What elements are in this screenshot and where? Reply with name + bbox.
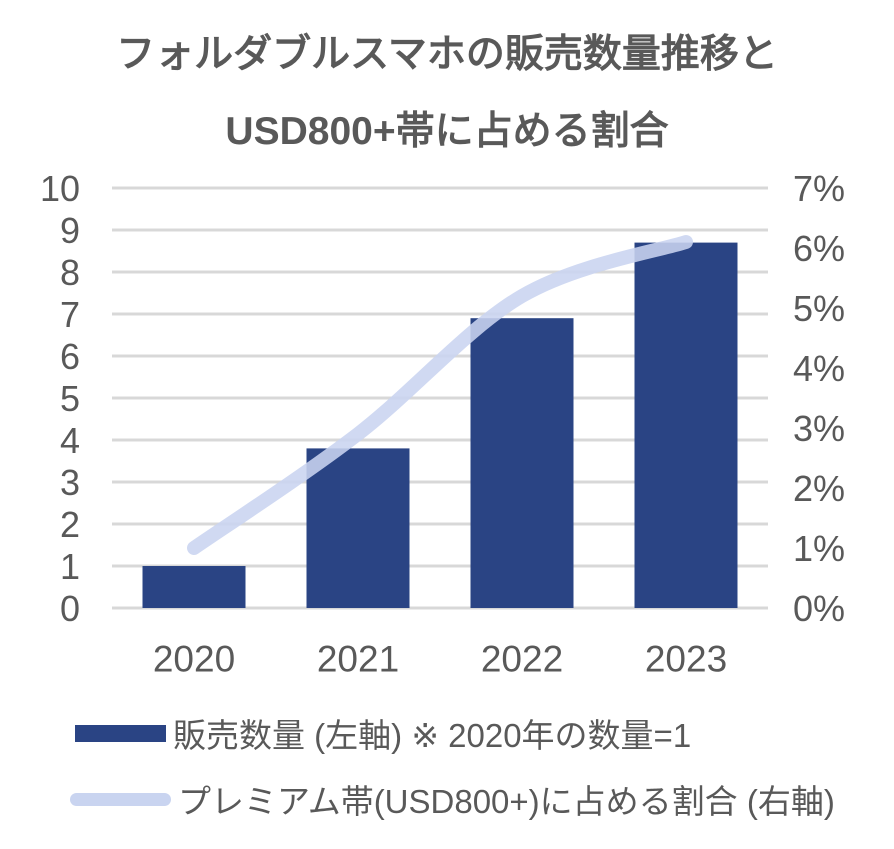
left-axis-tick-label: 9 — [60, 210, 80, 251]
right-axis-tick-label: 6% — [793, 228, 845, 269]
right-axis-tick-label: 0% — [793, 588, 845, 629]
right-axis-tick-label: 7% — [793, 170, 845, 209]
bar-series-label: 販売数量 (左軸) ※ 2020年の数量=1 — [173, 717, 692, 754]
right-axis-tick-label: 2% — [793, 468, 845, 509]
right-axis-tick-label: 1% — [793, 528, 845, 569]
left-axis-tick-label: 1 — [60, 546, 80, 587]
share-trend-line — [187, 235, 693, 555]
x-axis-category-label: 2020 — [153, 638, 235, 679]
left-axis-tick-label: 6 — [60, 336, 80, 377]
right-axis-tick-label: 3% — [793, 408, 845, 449]
sales-bar — [634, 242, 738, 608]
left-axis-tick-label: 7 — [60, 294, 80, 335]
left-axis-tick-label: 3 — [60, 462, 80, 503]
chart-title: フォルダブルスマホの販売数量推移と USD800+帯に占める割合 — [0, 16, 894, 170]
left-axis-tick-label: 0 — [60, 588, 80, 629]
sales-bar — [306, 448, 410, 608]
sales-bar — [470, 318, 574, 608]
chart-title-line1: フォルダブルスマホの販売数量推移と — [116, 33, 778, 76]
left-axis-tick-label: 8 — [60, 252, 80, 293]
left-axis-tick-label: 5 — [60, 378, 80, 419]
sales-bar — [142, 566, 246, 608]
left-axis-tick-label: 2 — [60, 504, 80, 545]
left-axis-tick-label: 4 — [60, 420, 80, 461]
left-axis-tick-label: 10 — [40, 170, 80, 209]
line-series-swatch — [70, 792, 171, 806]
x-axis-category-label: 2023 — [645, 638, 727, 679]
legend-item-share: プレミアム帯(USD800+)に占める割合 (右軸) — [70, 775, 835, 823]
right-axis-tick-label: 5% — [793, 288, 845, 329]
chart-title-line2: USD800+帯に占める割合 — [225, 110, 669, 153]
legend-item-sales: 販売数量 (左軸) ※ 2020年の数量=1 — [75, 709, 691, 757]
x-axis-category-label: 2022 — [481, 638, 563, 679]
x-axis-category-label: 2021 — [317, 638, 399, 679]
right-axis-tick-label: 4% — [793, 348, 845, 389]
bar-series-swatch — [75, 724, 166, 742]
line-series-label: プレミアム帯(USD800+)に占める割合 (右軸) — [178, 783, 835, 820]
